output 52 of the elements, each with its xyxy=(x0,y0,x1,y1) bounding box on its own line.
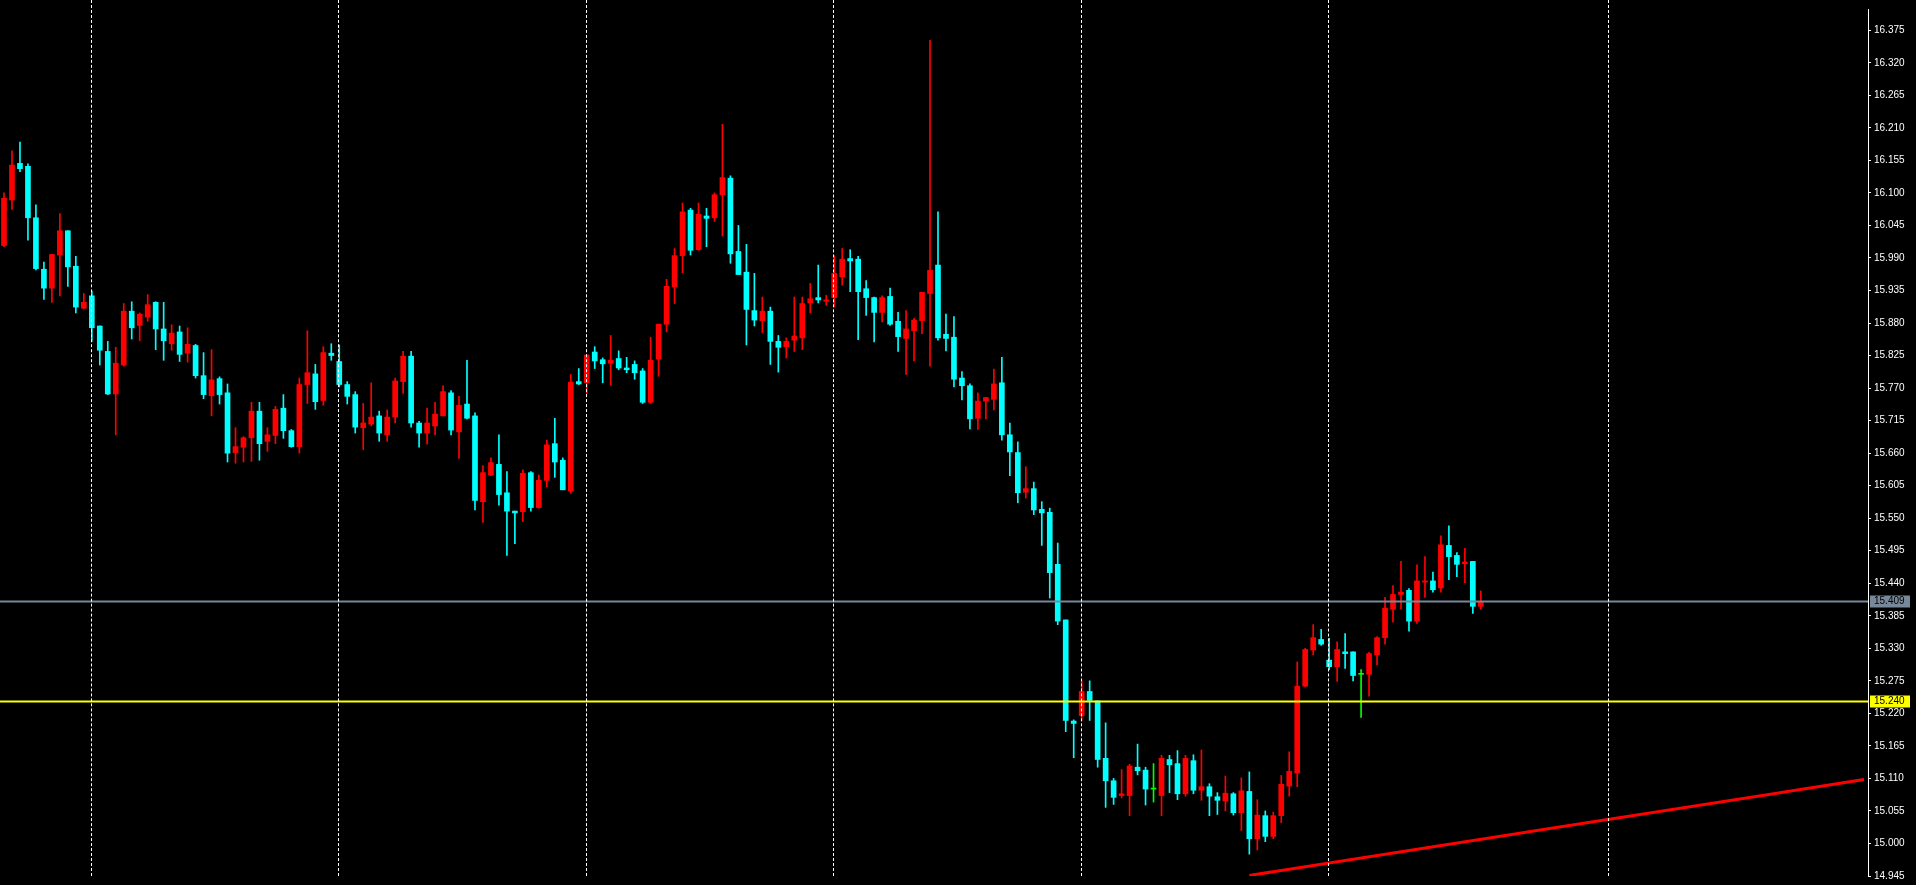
candlestick xyxy=(927,40,933,367)
y-tick-label: 16.265 xyxy=(1874,89,1906,101)
y-tick-label: 15.440 xyxy=(1874,577,1906,588)
candlestick xyxy=(17,141,23,172)
candlestick xyxy=(903,310,909,375)
candlestick xyxy=(1358,669,1364,718)
candlestick xyxy=(464,359,470,420)
candlestick xyxy=(1038,501,1045,546)
candlestick xyxy=(328,343,335,361)
candlestick xyxy=(575,368,582,385)
y-tick-label: 15.990 xyxy=(1874,251,1906,263)
candlestick xyxy=(807,283,814,314)
y-tick-label: 15.880 xyxy=(1874,316,1906,328)
y-tick-label: 15.110 xyxy=(1874,772,1905,784)
y-tick-label: 15.495 xyxy=(1874,544,1906,556)
candlestick xyxy=(360,403,367,450)
candlestick xyxy=(1070,719,1077,759)
candlestick xyxy=(983,397,989,420)
y-tick-label: 15.605 xyxy=(1874,479,1906,491)
y-tick-label: 15.000 xyxy=(1874,837,1906,849)
candlestick xyxy=(847,249,854,293)
candlestick xyxy=(815,264,822,304)
y-tick-label: 15.055 xyxy=(1874,804,1906,816)
candlestick xyxy=(1446,525,1452,581)
ref-line-label: 15.409 xyxy=(1874,595,1906,607)
y-tick-label: 16.210 xyxy=(1874,121,1906,133)
candlestick xyxy=(943,313,949,352)
candlestick xyxy=(1398,561,1404,610)
y-tick-label: 15.385 xyxy=(1874,609,1906,621)
y-tick-label: 15.935 xyxy=(1874,284,1906,296)
y-tick-label: 15.275 xyxy=(1874,674,1906,686)
y-tick-label: 15.770 xyxy=(1874,381,1906,393)
y-tick-label: 14.945 xyxy=(1874,869,1906,881)
y-tick-label: 16.320 xyxy=(1874,56,1906,68)
y-tick-label: 15.715 xyxy=(1874,414,1906,426)
candlestick xyxy=(599,357,606,384)
y-tick-label: 15.165 xyxy=(1874,739,1906,751)
candlestick xyxy=(1022,466,1029,499)
y-tick-label: 15.660 xyxy=(1874,446,1906,458)
y-tick-label: 16.375 xyxy=(1874,24,1906,36)
y-tick-label: 16.155 xyxy=(1874,154,1906,166)
candlestick xyxy=(504,471,510,556)
y-tick-label: 15.330 xyxy=(1874,642,1906,654)
candlestick xyxy=(607,335,614,386)
y-tick-label: 15.220 xyxy=(1874,707,1906,719)
y-tick-label: 16.100 xyxy=(1874,186,1906,198)
ref-line-label: 15.240 xyxy=(1874,695,1906,707)
y-tick-label: 15.825 xyxy=(1874,349,1906,361)
y-tick-label: 16.045 xyxy=(1874,219,1906,231)
y-tick-label: 15.550 xyxy=(1874,511,1906,523)
candlestick xyxy=(368,382,375,427)
candlestick xyxy=(791,296,798,352)
